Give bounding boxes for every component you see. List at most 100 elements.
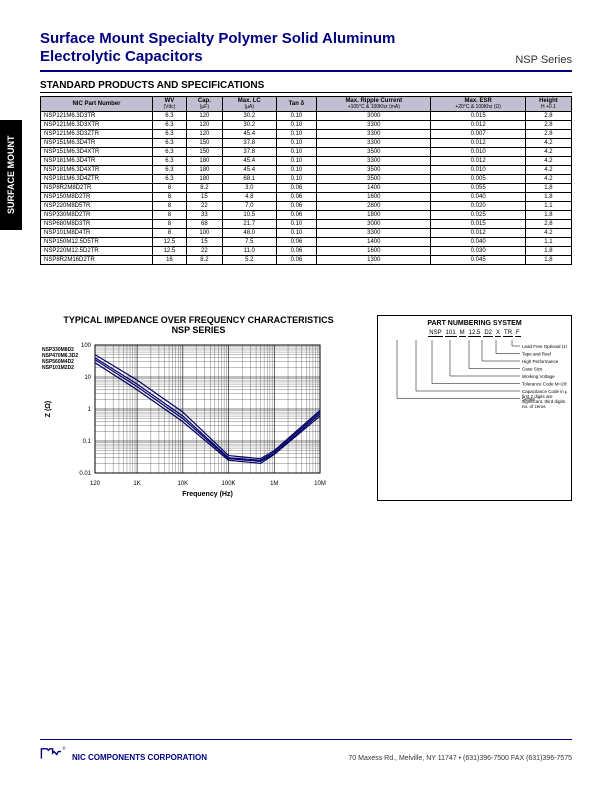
table-cell: NSP121M6.3D3XTR	[41, 121, 153, 130]
table-cell: 0.010	[431, 166, 525, 175]
table-cell: 1.8	[525, 256, 571, 265]
table-cell: 180	[186, 157, 222, 166]
table-cell: 2.8	[525, 220, 571, 229]
table-cell: 45.4	[222, 166, 276, 175]
table-cell: 6.3	[152, 112, 186, 121]
table-cell: 4.2	[525, 229, 571, 238]
table-cell: 3000	[317, 112, 431, 121]
table-row: NSP680M8D3TR86821.70.1030000.0152.8	[41, 220, 572, 229]
table-cell: 22	[186, 247, 222, 256]
table-cell: 4.8	[222, 193, 276, 202]
chart-container: TYPICAL IMPEDANCE OVER FREQUENCY CHARACT…	[40, 315, 357, 501]
part-numbering-title: PART NUMBERING SYSTEM	[382, 320, 567, 327]
page-title: Surface Mount Specialty Polymer Solid Al…	[40, 30, 395, 66]
table-cell: 4.2	[525, 139, 571, 148]
table-cell: 6.3	[152, 148, 186, 157]
table-cell: 1600	[317, 193, 431, 202]
table-cell: 0.015	[431, 112, 525, 121]
table-row: NSP330M8D2TR83310.50.0618000.0251.8	[41, 211, 572, 220]
table-row: NSP181M6.3D4ZTR6.318068.10.1035000.0054.…	[41, 175, 572, 184]
table-cell: 6.3	[152, 157, 186, 166]
table-cell: 45.4	[222, 157, 276, 166]
table-cell: 0.020	[431, 202, 525, 211]
table-cell: NSP150M12.5D5TR	[41, 238, 153, 247]
table-cell: 0.040	[431, 193, 525, 202]
svg-text:100K: 100K	[222, 481, 236, 487]
page-footer: ® NIC COMPONENTS CORPORATION 70 Maxess R…	[40, 739, 572, 762]
table-cell: 0.10	[276, 157, 316, 166]
part-segment: X	[495, 330, 501, 337]
table-cell: 0.06	[276, 238, 316, 247]
table-cell: 1.8	[525, 211, 571, 220]
table-cell: 120	[186, 112, 222, 121]
table-cell: NSP121M6.3D3ZTR	[41, 130, 153, 139]
table-cell: 0.012	[431, 157, 525, 166]
table-cell: 0.10	[276, 121, 316, 130]
table-cell: 11.0	[222, 247, 276, 256]
table-cell: NSP150M8D2TR	[41, 193, 153, 202]
part-segment: 101	[445, 330, 457, 337]
table-cell: 37.8	[222, 139, 276, 148]
table-cell: 0.040	[431, 238, 525, 247]
table-header: WV(Vdc)	[152, 97, 186, 112]
table-header: Max. Ripple Current+105°C & 100Khz (mA)	[317, 97, 431, 112]
svg-text:NSP101M2D2: NSP101M2D2	[42, 365, 74, 371]
table-cell: 3500	[317, 175, 431, 184]
part-segment: TR	[503, 330, 513, 337]
table-cell: 8	[152, 202, 186, 211]
table-cell: 0.045	[431, 256, 525, 265]
table-cell: 6.3	[152, 121, 186, 130]
table-cell: 2.8	[525, 130, 571, 139]
table-cell: NSP220M8D5TR	[41, 202, 153, 211]
table-cell: 3300	[317, 139, 431, 148]
table-cell: 3000	[317, 220, 431, 229]
part-segment: NSP	[428, 330, 442, 337]
table-cell: 22	[186, 202, 222, 211]
corp-name: NIC COMPONENTS CORPORATION	[72, 753, 207, 762]
table-cell: 4.2	[525, 157, 571, 166]
table-cell: 8	[152, 184, 186, 193]
table-row: NSP101M8D4TR810048.00.1033000.0124.2	[41, 229, 572, 238]
table-row: NSP121M6.3D3ZTR6.312045.40.1033000.0072.…	[41, 130, 572, 139]
table-row: NSP8R2M8D2TR88.23.00.0614000.0551.8	[41, 184, 572, 193]
table-cell: 15	[186, 238, 222, 247]
svg-text:Z (Ω): Z (Ω)	[45, 401, 52, 418]
table-cell: 100	[186, 229, 222, 238]
table-row: NSP121M6.3D3TR6.312030.20.1030000.0152.8	[41, 112, 572, 121]
table-cell: 33	[186, 211, 222, 220]
table-cell: 0.10	[276, 229, 316, 238]
table-cell: NSP121M6.3D3TR	[41, 112, 153, 121]
table-cell: 0.06	[276, 211, 316, 220]
table-row: NSP150M8D2TR8154.80.0616000.0401.8	[41, 193, 572, 202]
table-cell: 4.2	[525, 148, 571, 157]
svg-text:10M: 10M	[314, 481, 326, 487]
table-cell: 180	[186, 175, 222, 184]
table-cell: 8	[152, 211, 186, 220]
table-cell: 1.8	[525, 184, 571, 193]
table-row: NSP8R2M16D2TR168.25.20.0613000.0451.8	[41, 256, 572, 265]
table-cell: 0.10	[276, 166, 316, 175]
svg-text:High Performance: High Performance	[522, 359, 559, 364]
chart-subtitle: NSP SERIES	[40, 325, 357, 335]
svg-text:Series: Series	[522, 397, 536, 402]
table-cell: 0.055	[431, 184, 525, 193]
table-cell: 3300	[317, 229, 431, 238]
table-cell: 3300	[317, 157, 431, 166]
table-cell: 0.005	[431, 175, 525, 184]
table-cell: 0.06	[276, 193, 316, 202]
table-cell: 12.5	[152, 238, 186, 247]
table-cell: 0.10	[276, 175, 316, 184]
table-cell: NSP8R2M8D2TR	[41, 184, 153, 193]
table-cell: 7.0	[222, 202, 276, 211]
table-cell: 8.2	[186, 184, 222, 193]
table-cell: 8	[152, 229, 186, 238]
table-cell: 0.06	[276, 256, 316, 265]
table-cell: 48.0	[222, 229, 276, 238]
page-container: SURFACE MOUNT Surface Mount Specialty Po…	[0, 0, 612, 792]
part-number-diagram: Lead Free Optional (100% Sn)Tape and Ree…	[382, 340, 567, 408]
svg-text:Case Size: Case Size	[522, 367, 543, 372]
table-cell: 180	[186, 166, 222, 175]
table-cell: 0.10	[276, 139, 316, 148]
svg-text:Tape and Reel: Tape and Reel	[522, 352, 551, 357]
table-cell: 8	[152, 193, 186, 202]
